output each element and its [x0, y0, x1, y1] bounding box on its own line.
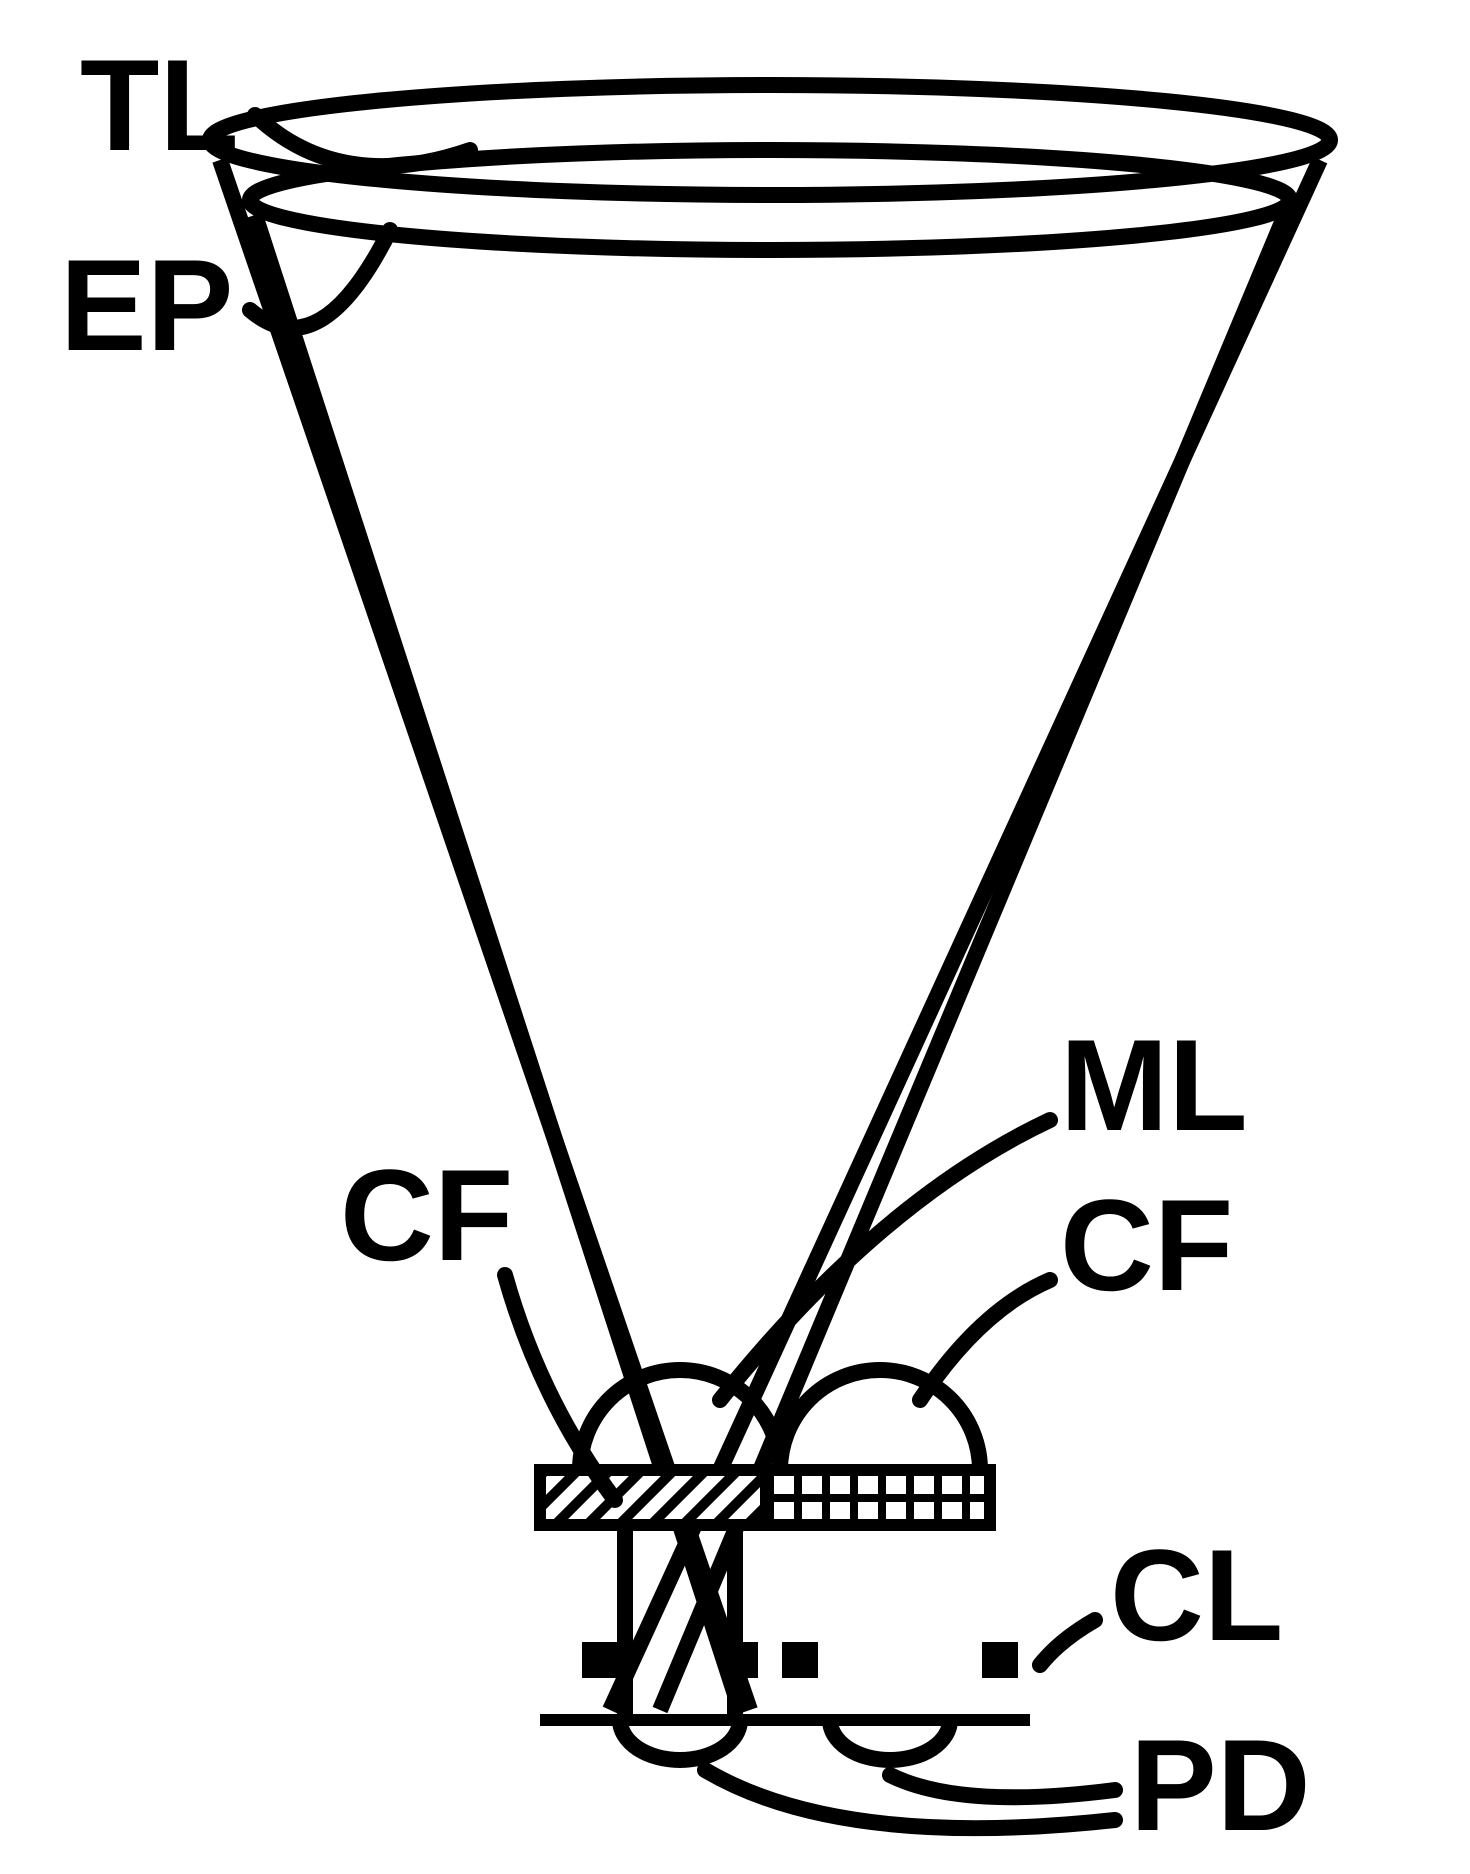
color-filter-r — [540, 1470, 765, 1525]
contact-3 — [982, 1642, 1018, 1678]
label-PD: PD — [1130, 1712, 1311, 1858]
color-filter-g — [765, 1470, 990, 1525]
label-CFG: CF — [1060, 1172, 1233, 1318]
taking-lens-ellipse — [210, 85, 1330, 195]
leader-pd-right — [890, 1775, 1115, 1797]
microlens-right — [780, 1370, 980, 1470]
label-EP: EP — [60, 232, 233, 378]
label-CFR: CF — [340, 1142, 513, 1288]
leader-tl — [255, 115, 470, 166]
leader-cl — [1040, 1620, 1095, 1665]
contact-2 — [782, 1642, 818, 1678]
label-CL: CL — [1110, 1522, 1283, 1668]
contact-0 — [582, 1642, 618, 1678]
label-ML: ML — [1060, 1012, 1248, 1158]
contact-1 — [722, 1642, 758, 1678]
label-TL: TL — [80, 32, 239, 178]
leader-cfg — [920, 1280, 1050, 1400]
